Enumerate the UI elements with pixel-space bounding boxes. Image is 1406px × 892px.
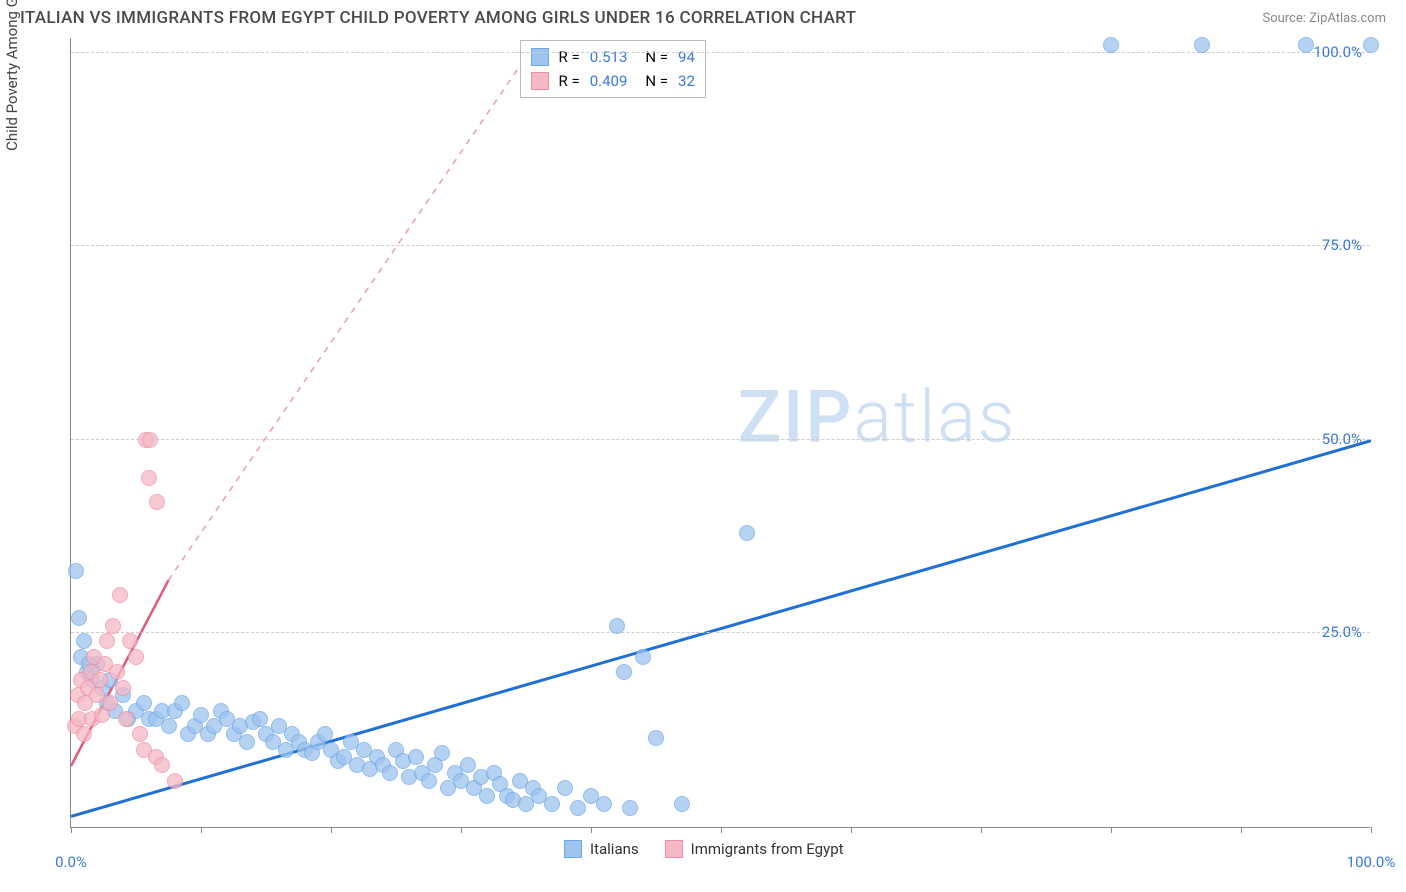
legend-label: Immigrants from Egypt bbox=[691, 840, 844, 858]
data-point-egypt bbox=[102, 695, 118, 711]
data-point-egypt bbox=[112, 587, 128, 603]
data-point-egypt bbox=[99, 633, 115, 649]
data-point-italians bbox=[557, 780, 573, 796]
chart-title: ITALIAN VS IMMIGRANTS FROM EGYPT CHILD P… bbox=[20, 8, 856, 28]
y-tick-label: 25.0% bbox=[1322, 623, 1362, 641]
y-tick-label: 50.0% bbox=[1322, 430, 1362, 448]
data-point-egypt bbox=[76, 726, 92, 742]
gridline bbox=[71, 439, 1370, 440]
x-tick bbox=[1241, 827, 1242, 833]
data-point-italians bbox=[161, 718, 177, 734]
correlation-stats-box: R = 0.513 N = 94 R = 0.409 N = 32 bbox=[520, 40, 706, 98]
trendline-italians bbox=[71, 441, 1371, 817]
y-axis-label: Child Poverty Among Girls Under 16 bbox=[3, 0, 21, 151]
data-point-egypt bbox=[149, 494, 165, 510]
x-tick bbox=[591, 827, 592, 833]
data-point-italians bbox=[596, 796, 612, 812]
data-point-italians bbox=[570, 800, 586, 816]
x-tick bbox=[981, 827, 982, 833]
data-point-egypt bbox=[128, 649, 144, 665]
data-point-italians bbox=[434, 745, 450, 761]
trendline-layer bbox=[71, 38, 1371, 828]
x-axis-min-label: 0.0% bbox=[55, 853, 87, 871]
data-point-egypt bbox=[141, 470, 157, 486]
stats-row-egypt: R = 0.409 N = 32 bbox=[531, 69, 695, 93]
x-tick bbox=[721, 827, 722, 833]
data-point-italians bbox=[76, 633, 92, 649]
stats-n-label: N = bbox=[645, 69, 668, 93]
data-point-italians bbox=[193, 707, 209, 723]
stats-r-label: R = bbox=[559, 45, 580, 69]
legend-swatch-italians bbox=[564, 840, 582, 858]
x-tick bbox=[461, 827, 462, 833]
source-attribution: Source: ZipAtlas.com bbox=[1262, 11, 1386, 26]
data-point-italians bbox=[71, 610, 87, 626]
gridline bbox=[71, 245, 1370, 246]
data-point-italians bbox=[408, 749, 424, 765]
watermark: ZIPatlas bbox=[738, 375, 1017, 460]
x-tick bbox=[1371, 827, 1372, 833]
x-tick bbox=[1111, 827, 1112, 833]
data-point-italians bbox=[609, 618, 625, 634]
legend: Italians Immigrants from Egypt bbox=[564, 840, 844, 858]
stats-r-value: 0.409 bbox=[590, 69, 628, 93]
data-point-italians bbox=[1298, 37, 1314, 53]
data-point-egypt bbox=[132, 726, 148, 742]
data-point-egypt bbox=[142, 432, 158, 448]
stats-r-label: R = bbox=[559, 69, 580, 93]
data-point-italians bbox=[252, 711, 268, 727]
data-point-italians bbox=[479, 788, 495, 804]
data-point-egypt bbox=[92, 672, 108, 688]
data-point-italians bbox=[382, 765, 398, 781]
data-point-italians bbox=[544, 796, 560, 812]
stats-r-value: 0.513 bbox=[590, 45, 628, 69]
stats-n-label: N = bbox=[645, 45, 668, 69]
stats-row-italians: R = 0.513 N = 94 bbox=[531, 45, 695, 69]
data-point-italians bbox=[674, 796, 690, 812]
data-point-egypt bbox=[105, 618, 121, 634]
data-point-italians bbox=[616, 664, 632, 680]
data-point-italians bbox=[622, 800, 638, 816]
gridline bbox=[71, 52, 1370, 53]
data-point-italians bbox=[739, 525, 755, 541]
data-point-italians bbox=[460, 757, 476, 773]
data-point-italians bbox=[1194, 37, 1210, 53]
data-point-italians bbox=[648, 730, 664, 746]
data-point-egypt bbox=[118, 711, 134, 727]
x-tick bbox=[331, 827, 332, 833]
scatter-plot-area: ZIPatlas R = 0.513 N = 94 R = 0.409 N = 32 25.0… bbox=[70, 38, 1370, 828]
stats-n-value: 32 bbox=[678, 69, 695, 93]
legend-item-egypt: Immigrants from Egypt bbox=[665, 840, 844, 858]
data-point-egypt bbox=[154, 757, 170, 773]
gridline bbox=[71, 632, 1370, 633]
x-tick bbox=[851, 827, 852, 833]
data-point-italians bbox=[1103, 37, 1119, 53]
legend-swatch-egypt bbox=[665, 840, 683, 858]
data-point-egypt bbox=[115, 680, 131, 696]
stats-n-value: 94 bbox=[678, 45, 695, 69]
data-point-italians bbox=[174, 695, 190, 711]
data-point-italians bbox=[136, 695, 152, 711]
data-point-italians bbox=[421, 773, 437, 789]
x-axis-max-label: 100.0% bbox=[1347, 853, 1396, 871]
data-point-italians bbox=[239, 734, 255, 750]
data-point-italians bbox=[1363, 37, 1379, 53]
data-point-italians bbox=[68, 563, 84, 579]
legend-label: Italians bbox=[590, 840, 639, 858]
y-tick-label: 75.0% bbox=[1322, 236, 1362, 254]
trendline-ext-egypt bbox=[169, 38, 540, 580]
data-point-italians bbox=[635, 649, 651, 665]
data-point-egypt bbox=[167, 773, 183, 789]
stats-swatch-egypt bbox=[531, 72, 549, 90]
x-tick bbox=[201, 827, 202, 833]
legend-item-italians: Italians bbox=[564, 840, 639, 858]
data-point-italians bbox=[317, 726, 333, 742]
y-tick-label: 100.0% bbox=[1313, 43, 1362, 61]
x-tick bbox=[71, 827, 72, 833]
data-point-egypt bbox=[122, 633, 138, 649]
data-point-egypt bbox=[109, 664, 125, 680]
